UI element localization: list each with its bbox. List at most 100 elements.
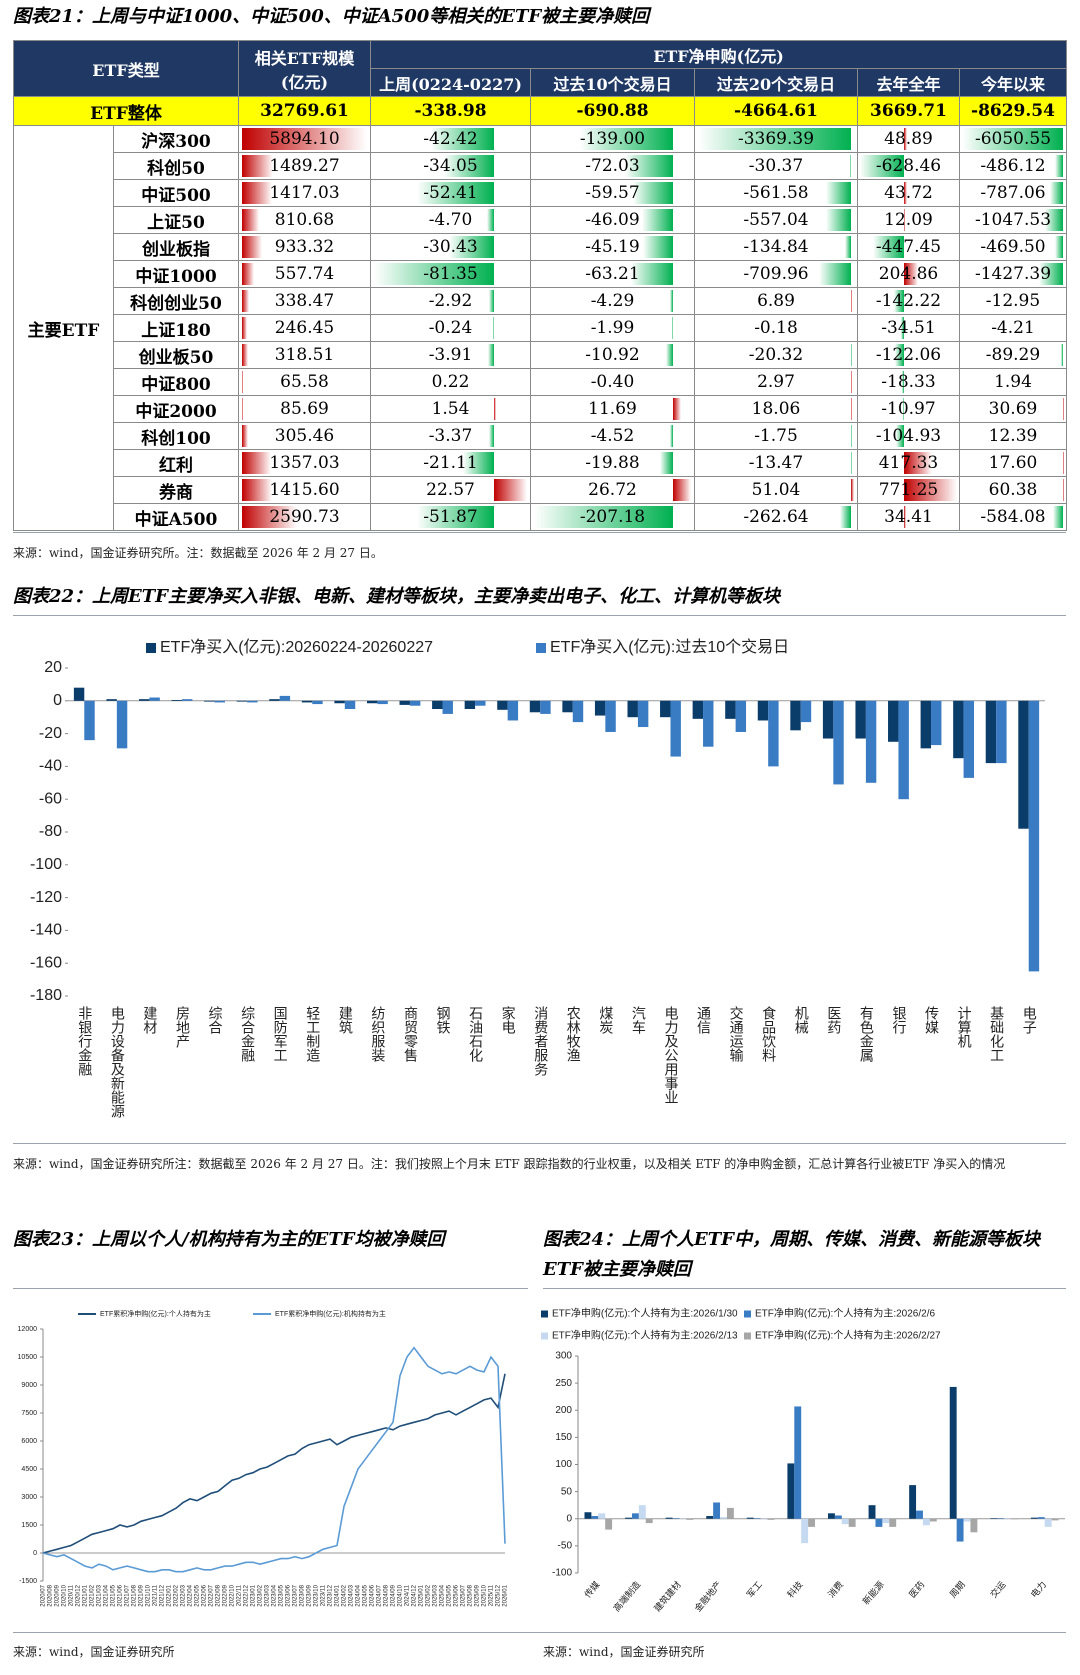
- data-bar: [241, 155, 274, 177]
- cell-value: -42.42: [423, 129, 478, 149]
- cell-value: -142.22: [875, 291, 942, 311]
- x-tick-label: 军工: [745, 1579, 765, 1600]
- bar: [605, 700, 616, 732]
- total-cell: 3669.71: [857, 96, 960, 126]
- x-tick-label: 2021/06: [118, 1584, 124, 1606]
- bar: [848, 1518, 856, 1527]
- bar: [584, 1512, 592, 1519]
- bar: [301, 700, 313, 703]
- cell-value: -709.96: [743, 264, 809, 284]
- value-cell: -72.03: [530, 152, 695, 180]
- x-tick-label: 2021/02: [90, 1584, 96, 1606]
- x-tick-label: 2024/07: [377, 1584, 383, 1606]
- bar: [475, 700, 486, 706]
- x-tick-label: 医药: [825, 1006, 841, 1034]
- x-tick-label: 2025/12: [496, 1584, 502, 1606]
- data-bar: [486, 209, 494, 231]
- legend-swatch: [536, 643, 546, 653]
- data-bar: [893, 290, 904, 312]
- table-row: 上证50 810.68 -4.70 -46.09 -557.04 12.09 -1047.5…: [14, 206, 1067, 234]
- cell-value: -4.21: [991, 318, 1035, 338]
- legend-label: ETF净买入(亿元):20260224-20260227: [160, 638, 433, 656]
- bar: [572, 700, 584, 723]
- x-tick-label: 2022/07: [209, 1584, 215, 1606]
- data-bar: [895, 344, 904, 366]
- data-bar: [902, 371, 904, 393]
- cell-value: -12.95: [985, 291, 1041, 311]
- cell-value: -63.21: [585, 264, 640, 284]
- y-tick-label: 4500: [21, 1466, 37, 1473]
- value-cell: -21.11: [370, 449, 531, 477]
- bar: [990, 1518, 998, 1519]
- data-bar: [417, 506, 494, 528]
- x-tick-label: 2025/08: [468, 1584, 474, 1606]
- bar: [679, 1518, 687, 1519]
- x-tick-label: 2023/07: [293, 1584, 299, 1606]
- cell-value: 11.69: [588, 399, 637, 419]
- total-cell: -4664.61: [694, 96, 858, 126]
- cell-value: -51.87: [423, 507, 478, 527]
- value-cell: 1.94: [959, 368, 1067, 396]
- data-bar: [1062, 479, 1064, 501]
- bar: [591, 1516, 599, 1519]
- data-bar: [241, 506, 297, 528]
- x-tick-label: 2023/11: [321, 1584, 327, 1606]
- bar: [279, 695, 291, 701]
- value-cell: 810.68: [238, 206, 371, 234]
- bar: [735, 700, 747, 732]
- bar: [953, 700, 964, 759]
- cell-value: -447.45: [875, 237, 942, 257]
- row-name: 创业板指: [113, 233, 239, 261]
- x-tick-label: 2020/09: [55, 1584, 61, 1606]
- bar: [672, 1518, 680, 1519]
- figure-title: 图表22：上周ETF主要净买入非银、电新、建材等板块，主要净卖出电子、化工、计算…: [13, 586, 780, 607]
- x-tick-label: 电力设备及新能源: [109, 1006, 125, 1118]
- bar: [949, 1386, 957, 1519]
- cell-value: -45.19: [585, 237, 640, 257]
- x-tick-label: 2024/04: [356, 1584, 362, 1606]
- table-row: 券商 1415.60 22.57 26.72 51.04 771.25 60.38: [14, 476, 1067, 504]
- data-bar: [488, 425, 494, 447]
- data-bar: [903, 479, 957, 501]
- cell-value: 933.32: [274, 237, 335, 257]
- legend-swatch: [744, 1332, 751, 1340]
- cell-value: 85.69: [280, 399, 329, 419]
- y-tick-label: 300: [555, 1351, 572, 1362]
- x-tick-label: 2023/02: [258, 1584, 264, 1606]
- bar: [432, 700, 443, 709]
- row-name: 科创100: [113, 422, 239, 450]
- bar: [841, 1518, 849, 1525]
- legend-swatch: [744, 1310, 751, 1318]
- x-tick-label: 传媒: [582, 1579, 603, 1601]
- data-bar: [851, 479, 854, 501]
- x-tick-label: 建筑建材: [651, 1579, 683, 1614]
- bar: [889, 1518, 897, 1527]
- value-cell: -0.24: [370, 314, 531, 342]
- y-tick-label: 100: [555, 1459, 572, 1470]
- bar: [970, 1518, 978, 1533]
- cell-value: -104.93: [875, 426, 942, 446]
- x-tick-label: 2022/02: [174, 1584, 180, 1606]
- value-cell: -0.18: [694, 314, 858, 342]
- bar: [888, 700, 899, 742]
- value-cell: -34.05: [370, 152, 531, 180]
- row-name: 创业板50: [113, 341, 239, 369]
- cell-value: 1415.60: [269, 480, 340, 500]
- bar: [638, 1505, 646, 1519]
- bar: [497, 700, 508, 710]
- value-cell: -447.45: [857, 233, 960, 261]
- header-cell: 过去10个交易日: [530, 68, 695, 97]
- x-tick-label: 2023/12: [328, 1584, 334, 1606]
- value-cell: -4.29: [530, 287, 695, 315]
- row-name: 上证50: [113, 206, 239, 234]
- total-cell: -8629.54: [959, 96, 1067, 126]
- cell-value: 26.72: [588, 480, 637, 500]
- data-bar: [241, 209, 259, 231]
- data-bar: [901, 317, 904, 339]
- x-tick-label: 银行: [890, 1006, 906, 1035]
- value-cell: -34.51: [857, 314, 960, 342]
- bar: [204, 700, 215, 702]
- x-tick-label: 基础化工: [988, 1005, 1004, 1062]
- bar: [247, 700, 258, 703]
- table-row: 创业板50 318.51 -3.91 -10.92 -20.32 -122.06 -89.2…: [14, 341, 1067, 369]
